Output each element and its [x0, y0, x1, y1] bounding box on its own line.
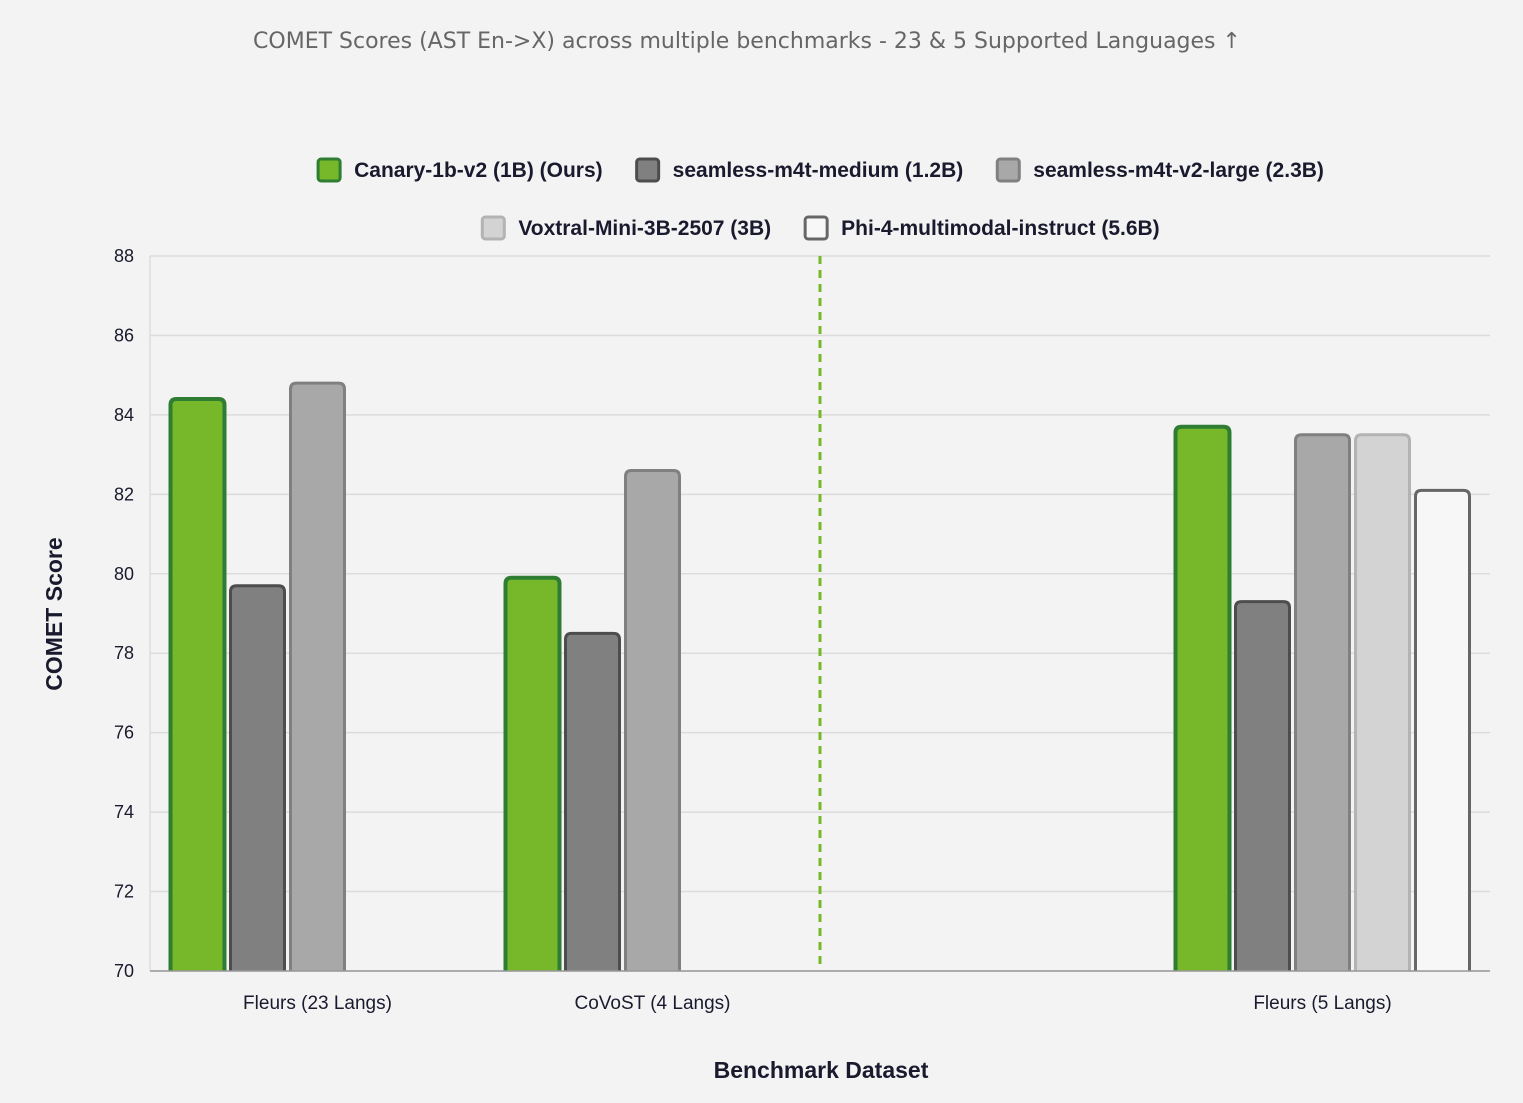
y-tick-label: 88: [114, 246, 134, 266]
legend: Canary-1b-v2 (1B) (Ours) seamless-m4t-med…: [316, 157, 1324, 241]
legend-item: seamless-m4t-medium (1.2B): [635, 157, 964, 183]
legend-swatch: [316, 157, 342, 183]
legend-item: Voxtral-Mini-3B-2507 (3B): [480, 215, 771, 241]
legend-swatch: [635, 157, 661, 183]
x-tick-label: Fleurs (23 Langs): [243, 993, 392, 1014]
y-tick-label: 82: [114, 484, 134, 504]
y-tick-label: 70: [114, 961, 134, 981]
bar: [1173, 424, 1232, 971]
legend-swatch: [803, 215, 829, 241]
legend-item: seamless-m4t-v2-large (2.3B): [995, 157, 1324, 183]
legend-swatch: [480, 215, 506, 241]
y-axis-title: COMET Score: [41, 537, 67, 690]
y-tick-label: 76: [114, 723, 134, 743]
y-tick-label: 80: [114, 564, 134, 584]
legend-label: seamless-m4t-medium (1.2B): [673, 159, 964, 182]
bar: [624, 469, 681, 971]
bars: [168, 381, 1471, 971]
bar: [1234, 600, 1291, 971]
y-tick-label: 74: [114, 802, 134, 822]
x-axis-title: Benchmark Dataset: [714, 1057, 929, 1083]
chart-title: COMET Scores (AST En->X) across multiple…: [253, 29, 1241, 54]
bar: [564, 631, 621, 971]
legend-label: seamless-m4t-v2-large (2.3B): [1033, 159, 1324, 182]
legend-item: Phi-4-multimodal-instruct (5.6B): [803, 215, 1160, 241]
bar: [168, 397, 227, 971]
bar: [229, 584, 286, 971]
legend-label: Voxtral-Mini-3B-2507 (3B): [518, 217, 771, 240]
bar: [1354, 433, 1411, 971]
bar: [1414, 488, 1471, 971]
bar: [503, 575, 562, 971]
y-tick-label: 78: [114, 643, 134, 663]
y-tick-label: 72: [114, 882, 134, 902]
bar: [1294, 433, 1351, 971]
x-axis-ticks: Fleurs (23 Langs) CoVoST (4 Langs) Fleurs …: [243, 993, 1392, 1014]
x-tick-label: Fleurs (5 Langs): [1253, 993, 1391, 1014]
legend-swatch: [995, 157, 1021, 183]
y-tick-label: 84: [114, 405, 134, 425]
legend-label: Canary-1b-v2 (1B) (Ours): [354, 159, 603, 182]
y-axis-ticks: 70 72 74 76 78 80 82 84 86 88: [114, 246, 134, 981]
legend-label: Phi-4-multimodal-instruct (5.6B): [841, 217, 1160, 240]
legend-item: Canary-1b-v2 (1B) (Ours): [316, 157, 603, 183]
y-tick-label: 86: [114, 325, 134, 345]
x-tick-label: CoVoST (4 Langs): [575, 993, 731, 1014]
bar: [289, 381, 346, 971]
